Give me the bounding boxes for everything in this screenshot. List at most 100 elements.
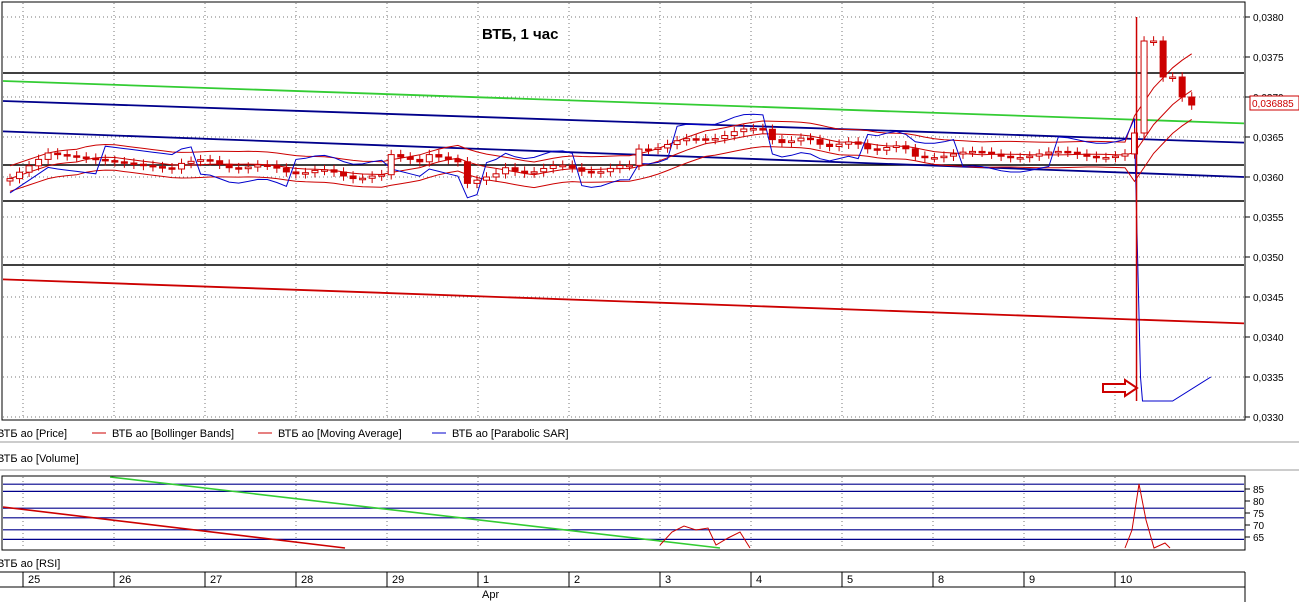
x-axis-day-label: 28 xyxy=(301,574,313,586)
candle-body xyxy=(225,163,233,169)
candle-body xyxy=(492,173,500,178)
candle-body xyxy=(320,169,328,172)
candle-body xyxy=(1007,155,1015,159)
candle-body xyxy=(187,160,195,164)
candle-body xyxy=(883,147,891,151)
y-axis-tick-label: 0,0350 xyxy=(1253,253,1284,264)
candle-body xyxy=(330,169,338,173)
candle-body xyxy=(511,167,519,172)
candle-body xyxy=(730,131,738,137)
candle-body xyxy=(749,128,757,131)
y-axis-tick-label: 0,0380 xyxy=(1253,13,1284,24)
candle-body xyxy=(625,164,633,168)
candle-body xyxy=(930,157,938,160)
candle-body xyxy=(969,150,977,154)
candle-body xyxy=(63,154,71,157)
candle-body xyxy=(683,138,691,142)
candle-body xyxy=(216,160,224,165)
candle-body xyxy=(702,138,710,141)
candle-body xyxy=(463,161,471,184)
candle-body xyxy=(835,143,843,147)
rsi-trend-red xyxy=(2,506,346,549)
candle-body xyxy=(1083,153,1091,157)
candle-body xyxy=(349,175,357,180)
candle-body xyxy=(1054,150,1062,154)
candle-body xyxy=(502,167,510,175)
candle-body xyxy=(368,175,376,179)
x-axis-day-label: 29 xyxy=(392,574,404,586)
candle-body xyxy=(54,152,62,156)
candle-body xyxy=(444,156,452,160)
x-axis-day-label: 5 xyxy=(847,574,853,586)
candle-body xyxy=(721,135,729,140)
y-axis-tick-label: 0,0345 xyxy=(1253,293,1284,304)
candle-body xyxy=(787,140,795,144)
trend-line-blue-upper xyxy=(2,100,1245,144)
rsi-tick-label: 85 xyxy=(1253,485,1265,496)
candle-body xyxy=(645,148,653,152)
candle-body xyxy=(435,154,443,158)
candle-body xyxy=(292,171,300,175)
candle-body xyxy=(282,167,290,173)
candle-body xyxy=(340,171,348,177)
candle-body xyxy=(235,167,243,170)
candle-body xyxy=(549,165,557,169)
x-axis: 25 26 27 28 29 1 2 3 4 5 8 9 10 Apr xyxy=(0,571,1246,602)
rsi-tick-label: 80 xyxy=(1253,497,1265,508)
legend-label: ВТБ ао [Price] xyxy=(0,428,67,440)
rsi-tick-label: 70 xyxy=(1253,521,1265,532)
candle-body xyxy=(988,151,996,155)
candle-body xyxy=(1169,76,1177,79)
candle-body xyxy=(568,164,576,169)
rsi-trend-green xyxy=(109,476,721,549)
rsi-line-spike xyxy=(1124,483,1171,549)
candle-body xyxy=(130,162,138,165)
candle-body xyxy=(692,138,700,141)
candle-body xyxy=(1131,132,1139,155)
candle-body xyxy=(1188,96,1196,106)
last-price-box: 0,036885 xyxy=(1249,95,1299,111)
trend-line-blue-lower xyxy=(2,130,1245,178)
candle-body xyxy=(6,178,14,182)
candle-body xyxy=(1092,155,1100,159)
legend: ВТБ ао [Price] ВТБ ао [Bollinger Bands] ВТ… xyxy=(0,428,569,440)
y-axis-tick-label: 0,0340 xyxy=(1253,333,1284,344)
y-axis-tick-label: 0,0355 xyxy=(1253,213,1284,224)
parabolic-sar-line xyxy=(9,113,1212,402)
y-axis-tick-label: 0,0330 xyxy=(1253,413,1284,424)
candle-body xyxy=(664,143,672,149)
x-axis-day-labels: 25 26 27 28 29 1 2 3 4 5 8 9 10 xyxy=(22,572,1132,587)
candle-body xyxy=(254,164,262,168)
candle-body xyxy=(1178,76,1186,98)
rsi-lines xyxy=(2,476,1244,549)
trend-line-green xyxy=(2,80,1245,125)
candle-body xyxy=(1140,40,1148,134)
x-axis-day-label: 8 xyxy=(938,574,944,586)
candle-body xyxy=(797,137,805,142)
candle-body xyxy=(273,164,281,169)
candle-body xyxy=(864,143,872,150)
y-axis-tick-label: 0,0365 xyxy=(1253,133,1284,144)
candle-body xyxy=(454,158,462,163)
candle-body xyxy=(406,156,414,160)
candle-body xyxy=(978,150,986,154)
candle-body xyxy=(1045,151,1053,155)
candle-body xyxy=(521,170,529,174)
main-plot-frame xyxy=(1,1,1246,421)
candle-body xyxy=(902,145,910,150)
rsi-grid xyxy=(22,477,1116,549)
candle-body xyxy=(111,160,119,163)
candle-body xyxy=(35,158,43,167)
legend-label: ВТБ ао [Parabolic SAR] xyxy=(452,428,569,440)
candle-body xyxy=(311,169,319,174)
candle-body xyxy=(873,148,881,151)
candle-body xyxy=(197,159,205,162)
candle-body xyxy=(654,147,662,150)
candle-body xyxy=(482,176,490,181)
x-axis-day-label: 25 xyxy=(28,574,40,586)
trend-line-red xyxy=(2,278,1245,325)
candle-body xyxy=(540,167,548,173)
candle-body xyxy=(816,139,824,145)
